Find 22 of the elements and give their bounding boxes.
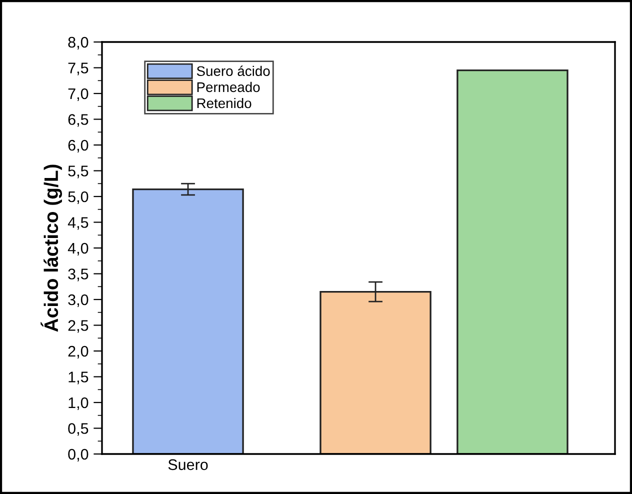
y-axis-title: Ácido láctico (g/L) (40, 164, 62, 332)
y-tick-label: 2,0 (68, 346, 88, 358)
legend-label: Suero ácido (196, 66, 270, 76)
y-tick-label: 6,0 (68, 140, 88, 152)
legend-label: Permeado (197, 82, 260, 92)
y-tick-label: 3,0 (68, 294, 88, 307)
y-tick-label: 7,5 (68, 62, 88, 76)
y-tick-label: 5,0 (68, 191, 88, 204)
y-tick-label: 1,5 (68, 372, 88, 384)
y-tick-label: 0,5 (68, 423, 88, 436)
y-tick-label: 4,0 (68, 242, 88, 256)
y-tick-label: 7,0 (68, 88, 88, 101)
y-tick-label: 3,5 (68, 268, 88, 282)
x-tick-label: Suero (168, 459, 208, 470)
y-tick-label: 0,0 (68, 448, 88, 462)
y-tick-label: 8,0 (68, 36, 88, 50)
y-tick-label: 4,5 (68, 217, 88, 230)
y-tick-label: 1,0 (68, 397, 88, 410)
y-tick-label: 2,5 (68, 320, 88, 333)
legend-label: Retenido (197, 98, 252, 108)
y-tick-label: 5,5 (68, 166, 88, 178)
y-tick-label: 6,5 (68, 114, 88, 127)
